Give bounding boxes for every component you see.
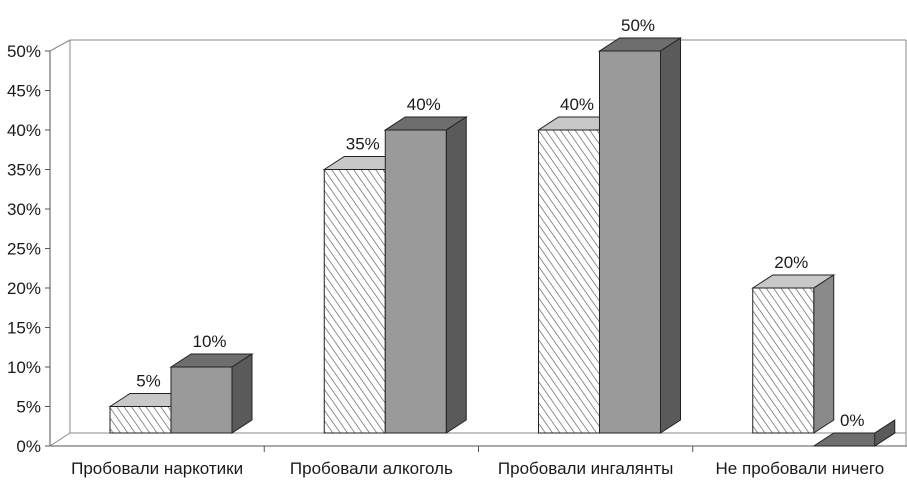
bars-layer xyxy=(108,37,897,447)
y-tick-label: 15% xyxy=(7,319,41,338)
y-tick-label: 50% xyxy=(7,42,41,61)
bar-s2-c1-front xyxy=(170,366,233,434)
data-label: 5% xyxy=(136,372,161,391)
data-label: 50% xyxy=(621,16,655,35)
y-tick-label: 35% xyxy=(7,161,41,180)
floor-left-edge xyxy=(49,432,71,447)
data-label: 40% xyxy=(560,95,594,114)
bar-s1-c2-front xyxy=(323,169,386,434)
y-tick-label: 20% xyxy=(7,279,41,298)
x-tick-label: Пробовали ингалянты xyxy=(498,459,673,478)
y-tick-label: 0% xyxy=(16,437,41,456)
bar-s2-c4 xyxy=(812,419,897,447)
x-tick-label: Не пробовали ничего xyxy=(716,459,885,478)
bar-s2-c2-side xyxy=(445,116,467,434)
data-label: 0% xyxy=(840,411,865,430)
bar-s2-c2-front xyxy=(384,129,447,434)
back-wall-corner xyxy=(49,39,71,52)
bar-s2-c1-side xyxy=(231,353,253,434)
bar-s1-c3-front xyxy=(538,129,600,434)
bar-s2-c1 xyxy=(169,353,254,434)
data-label: 35% xyxy=(346,135,380,154)
data-label: 40% xyxy=(407,95,441,114)
y-tick-label: 30% xyxy=(7,200,41,219)
data-label: 20% xyxy=(774,253,808,272)
bar-s2-c2 xyxy=(383,116,468,434)
bar-s1-c4 xyxy=(751,274,836,434)
y-tick-label: 40% xyxy=(7,121,41,140)
bar-s2-c3-front xyxy=(599,50,661,434)
bar-s2-c4-side xyxy=(874,419,896,447)
labels-layer: 0% 5% 10% 15% 20% 25% 30% 35% 40% 45% 50% Пробовали… xyxy=(7,16,884,478)
y-tick-label: 10% xyxy=(7,358,41,377)
data-label: 10% xyxy=(192,332,226,351)
x-tick-label: Пробовали наркотики xyxy=(71,459,243,478)
bar-s1-c1-front xyxy=(109,406,172,434)
bar-s2-c3 xyxy=(597,37,683,434)
bar-s1-c4-front xyxy=(752,287,815,434)
bar-s1-c4-side xyxy=(813,274,835,434)
y-tick-label: 45% xyxy=(7,82,41,101)
x-tick-label: Пробовали алкоголь xyxy=(290,459,453,478)
y-tick-label: 5% xyxy=(16,398,41,417)
y-tick-label: 25% xyxy=(7,240,41,259)
bar-s2-c3-side xyxy=(660,37,681,434)
